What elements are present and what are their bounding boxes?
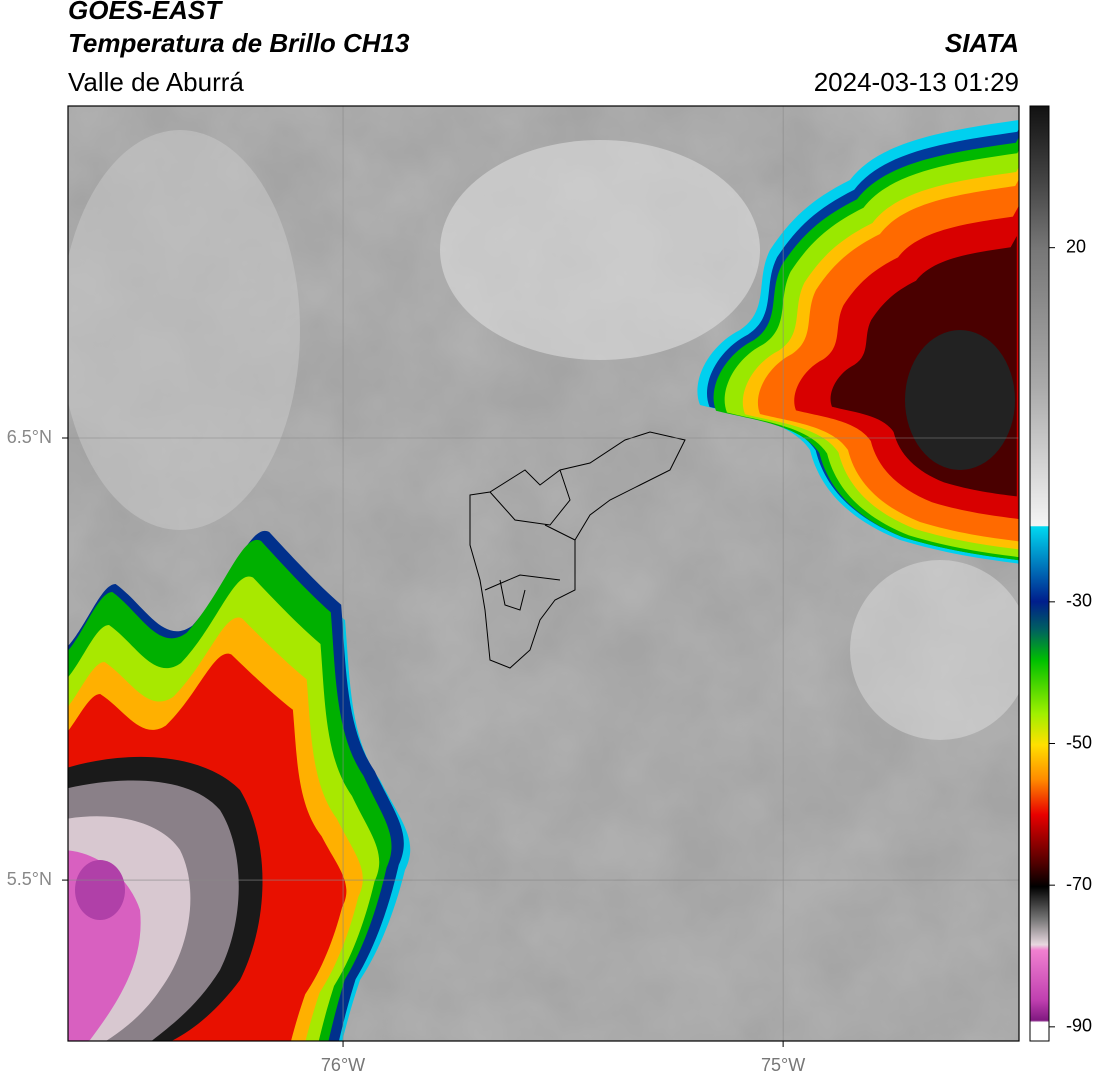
y-tick-label: 6.5°N	[7, 427, 52, 447]
grid	[68, 106, 1019, 1041]
colorbar	[1029, 105, 1050, 1042]
colorbar-tick-label: -90	[1066, 1016, 1092, 1036]
map-image	[68, 106, 1019, 1041]
x-tick-label: 75°W	[761, 1055, 805, 1075]
region: Valle de Aburrá	[68, 67, 244, 97]
colorbar-tick-label: -30	[1066, 591, 1092, 611]
map-frame	[67, 105, 1020, 1042]
datetime: 2024-03-13 01:29	[814, 67, 1019, 97]
y-tick-label: 5.5°N	[7, 869, 52, 889]
satellite: GOES-EAST	[68, 0, 223, 25]
x-tick-label: 76°W	[321, 1055, 365, 1075]
colorbar-tick-label: -50	[1066, 732, 1092, 752]
colorbar-tick-label: -70	[1066, 874, 1092, 894]
agency: SIATA	[945, 28, 1019, 58]
product: Temperatura de Brillo CH13	[68, 28, 410, 58]
colorbar-tick-label: 20	[1066, 236, 1086, 256]
